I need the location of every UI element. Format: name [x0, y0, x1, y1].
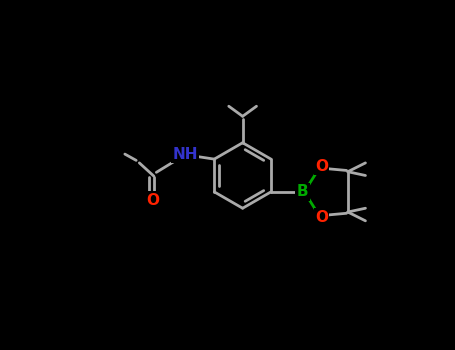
- Text: NH: NH: [172, 147, 198, 162]
- Text: O: O: [315, 210, 328, 225]
- Text: B: B: [297, 184, 308, 200]
- Text: O: O: [315, 159, 328, 174]
- Text: O: O: [146, 193, 159, 208]
